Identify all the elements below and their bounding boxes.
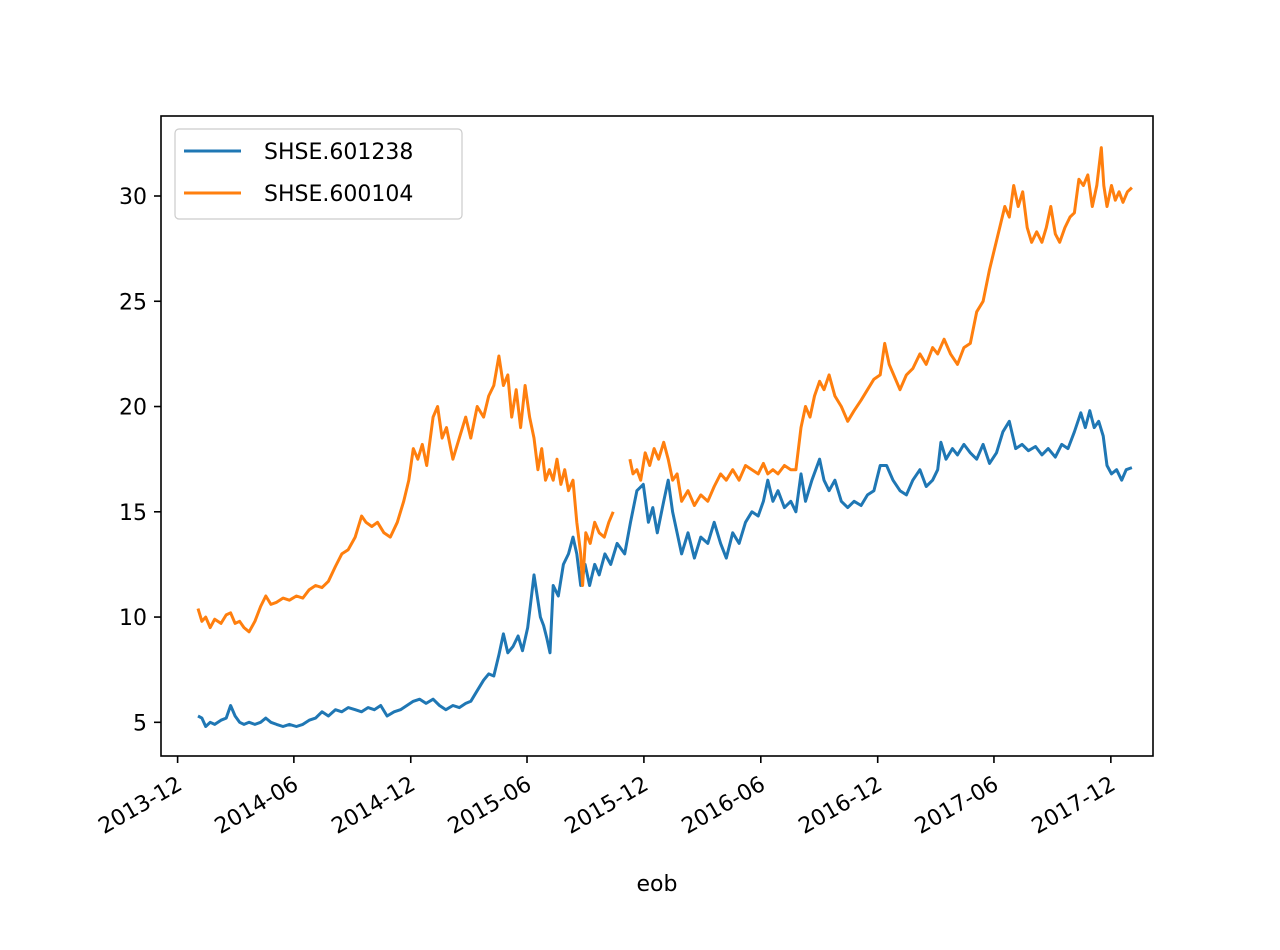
y-tick-label: 15	[119, 501, 147, 526]
series-layer	[196, 146, 1133, 728]
x-tick-label: 2014-06	[211, 772, 303, 840]
plot-frame	[160, 115, 1154, 757]
legend: SHSE.601238 SHSE.600104	[174, 128, 463, 220]
series-line-shse-600104	[196, 354, 615, 634]
x-axis: 2013-12 2014-06 2014-12 2015-06 2015-12 2016-…	[95, 756, 1120, 840]
y-tick-label: 10	[119, 606, 147, 631]
legend-label: SHSE.600104	[264, 182, 413, 207]
x-axis-label: eob	[637, 872, 678, 897]
y-tick-label: 25	[119, 290, 147, 315]
plot-area	[161, 116, 1153, 756]
y-axis: 5 10 15 20 25 30	[119, 185, 161, 736]
y-tick-label: 30	[119, 185, 147, 210]
x-tick-label: 2016-06	[678, 772, 770, 840]
x-tick-label: 2017-12	[1028, 772, 1120, 840]
x-tick-label: 2015-12	[561, 772, 653, 840]
x-tick-label: 2016-12	[795, 772, 887, 840]
series-line-shse-600104	[628, 146, 1133, 507]
x-tick-label: 2015-06	[444, 772, 536, 840]
legend-label: SHSE.601238	[264, 140, 413, 165]
y-tick-label: 20	[119, 396, 147, 421]
series-line-shse-601238	[197, 409, 1133, 728]
x-tick-label: 2014-12	[328, 772, 420, 840]
x-tick-label: 2017-06	[911, 772, 1003, 840]
y-tick-label: 5	[133, 711, 147, 736]
x-tick-label: 2013-12	[95, 772, 187, 840]
legend-box	[174, 128, 463, 220]
